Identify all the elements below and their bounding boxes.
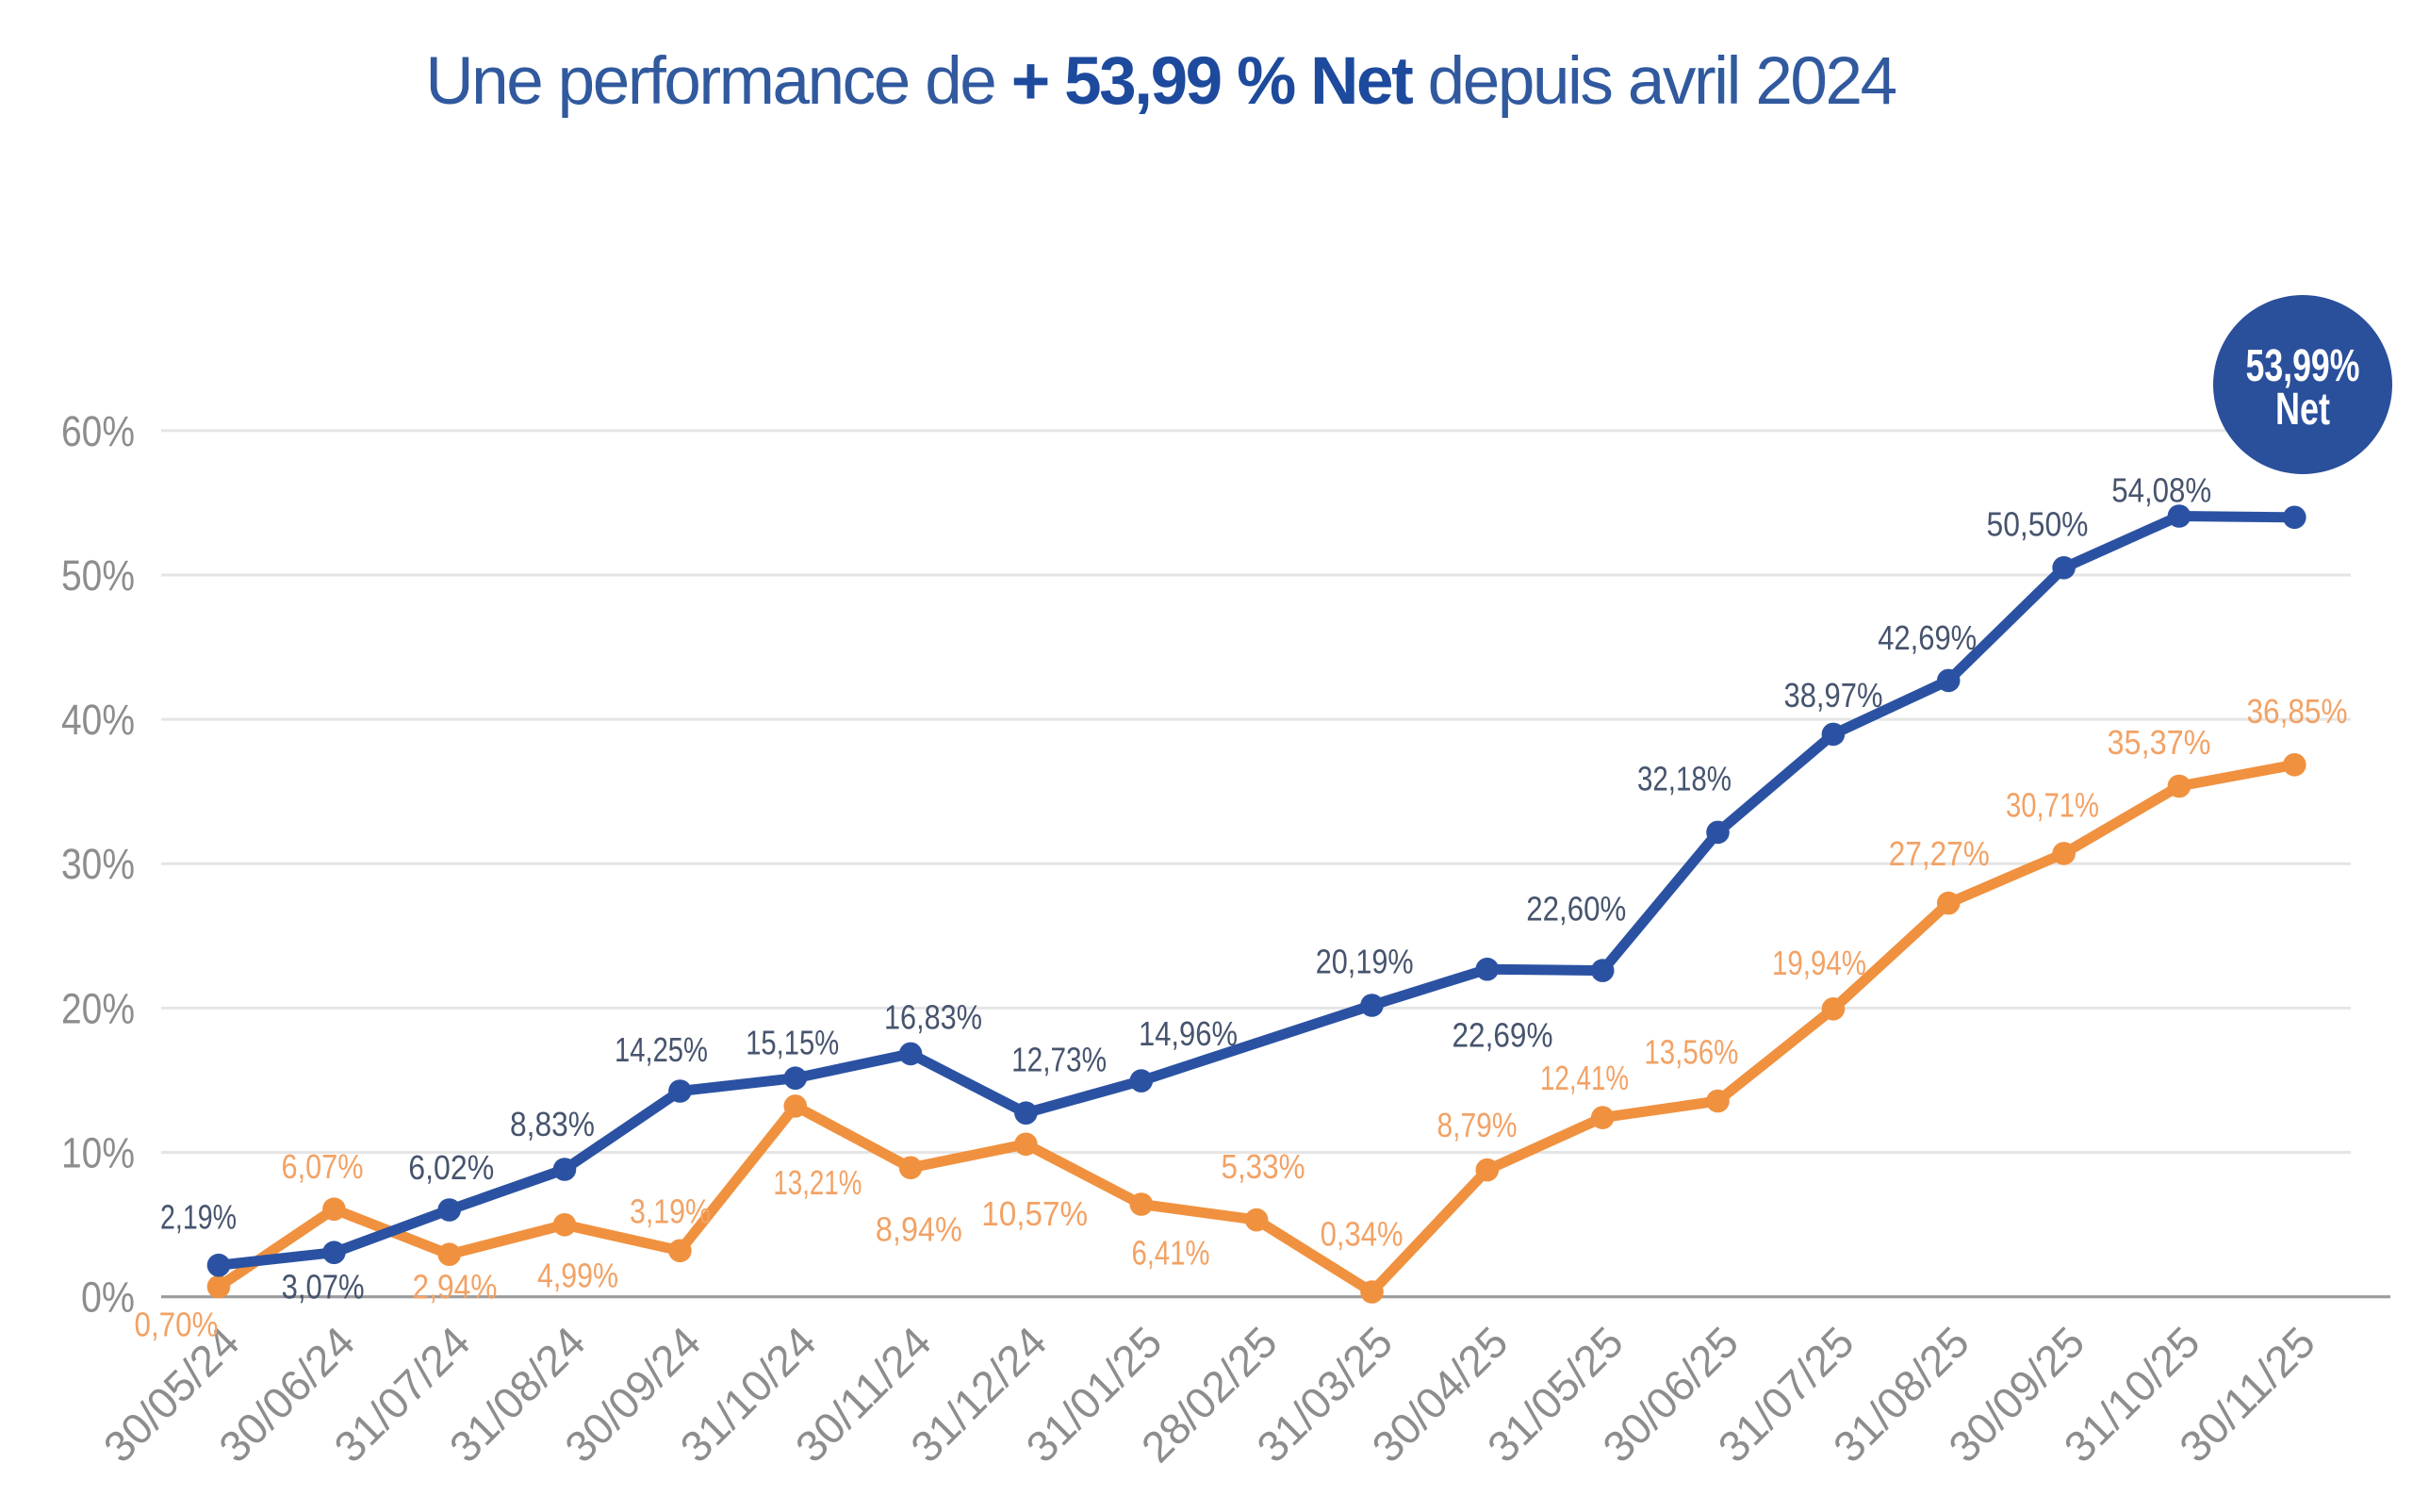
svg-text:20%: 20% bbox=[61, 984, 135, 1032]
svg-text:30%: 30% bbox=[61, 840, 135, 888]
svg-text:20,19%: 20,19% bbox=[1316, 943, 1414, 981]
svg-text:0%: 0% bbox=[81, 1274, 135, 1322]
svg-text:19,94%: 19,94% bbox=[1772, 944, 1866, 982]
svg-text:Net: Net bbox=[2275, 385, 2330, 435]
svg-text:8,79%: 8,79% bbox=[1437, 1106, 1518, 1144]
svg-text:53,99%: 53,99% bbox=[2246, 341, 2360, 391]
svg-text:10,57%: 10,57% bbox=[981, 1194, 1088, 1233]
svg-text:15,15%: 15,15% bbox=[746, 1024, 839, 1062]
svg-text:14,25%: 14,25% bbox=[615, 1030, 708, 1069]
svg-text:40%: 40% bbox=[61, 696, 135, 744]
svg-text:12,41%: 12,41% bbox=[1540, 1059, 1629, 1097]
svg-text:8,83%: 8,83% bbox=[510, 1105, 595, 1143]
svg-text:12,73%: 12,73% bbox=[1011, 1040, 1107, 1078]
svg-text:42,69%: 42,69% bbox=[1878, 618, 1977, 657]
svg-text:54,08%: 54,08% bbox=[2111, 471, 2211, 510]
svg-text:27,27%: 27,27% bbox=[1889, 834, 1990, 873]
svg-text:4,99%: 4,99% bbox=[537, 1257, 618, 1295]
svg-text:2,94%: 2,94% bbox=[413, 1268, 498, 1307]
svg-text:6,07%: 6,07% bbox=[282, 1147, 364, 1186]
svg-text:3,19%: 3,19% bbox=[630, 1192, 711, 1231]
svg-text:6,02%: 6,02% bbox=[408, 1148, 494, 1187]
svg-text:30,71%: 30,71% bbox=[2006, 785, 2099, 824]
svg-text:22,60%: 22,60% bbox=[1526, 890, 1626, 929]
svg-text:5,33%: 5,33% bbox=[1222, 1147, 1305, 1186]
svg-text:50%: 50% bbox=[61, 551, 135, 600]
svg-text:14,96%: 14,96% bbox=[1139, 1014, 1238, 1053]
svg-text:60%: 60% bbox=[61, 407, 135, 455]
svg-text:38,97%: 38,97% bbox=[1784, 676, 1883, 715]
svg-text:22,69%: 22,69% bbox=[1453, 1016, 1553, 1055]
svg-text:13,56%: 13,56% bbox=[1644, 1033, 1738, 1072]
svg-text:36,85%: 36,85% bbox=[2247, 692, 2348, 731]
svg-text:13,21%: 13,21% bbox=[773, 1163, 862, 1202]
svg-text:50,50%: 50,50% bbox=[1987, 505, 2089, 544]
svg-text:6,41%: 6,41% bbox=[1132, 1234, 1210, 1273]
svg-text:35,37%: 35,37% bbox=[2108, 723, 2211, 762]
svg-text:Une performance de + 53,99 % N: Une performance de + 53,99 % Net depuis … bbox=[425, 44, 1896, 119]
svg-text:2,19%: 2,19% bbox=[160, 1198, 237, 1237]
svg-text:0,70%: 0,70% bbox=[135, 1306, 219, 1344]
svg-text:8,94%: 8,94% bbox=[876, 1210, 962, 1249]
svg-text:0,34%: 0,34% bbox=[1321, 1215, 1403, 1254]
svg-text:3,07%: 3,07% bbox=[282, 1268, 365, 1307]
svg-text:10%: 10% bbox=[61, 1129, 135, 1177]
svg-text:16,83%: 16,83% bbox=[884, 998, 982, 1037]
svg-text:32,18%: 32,18% bbox=[1637, 760, 1732, 798]
